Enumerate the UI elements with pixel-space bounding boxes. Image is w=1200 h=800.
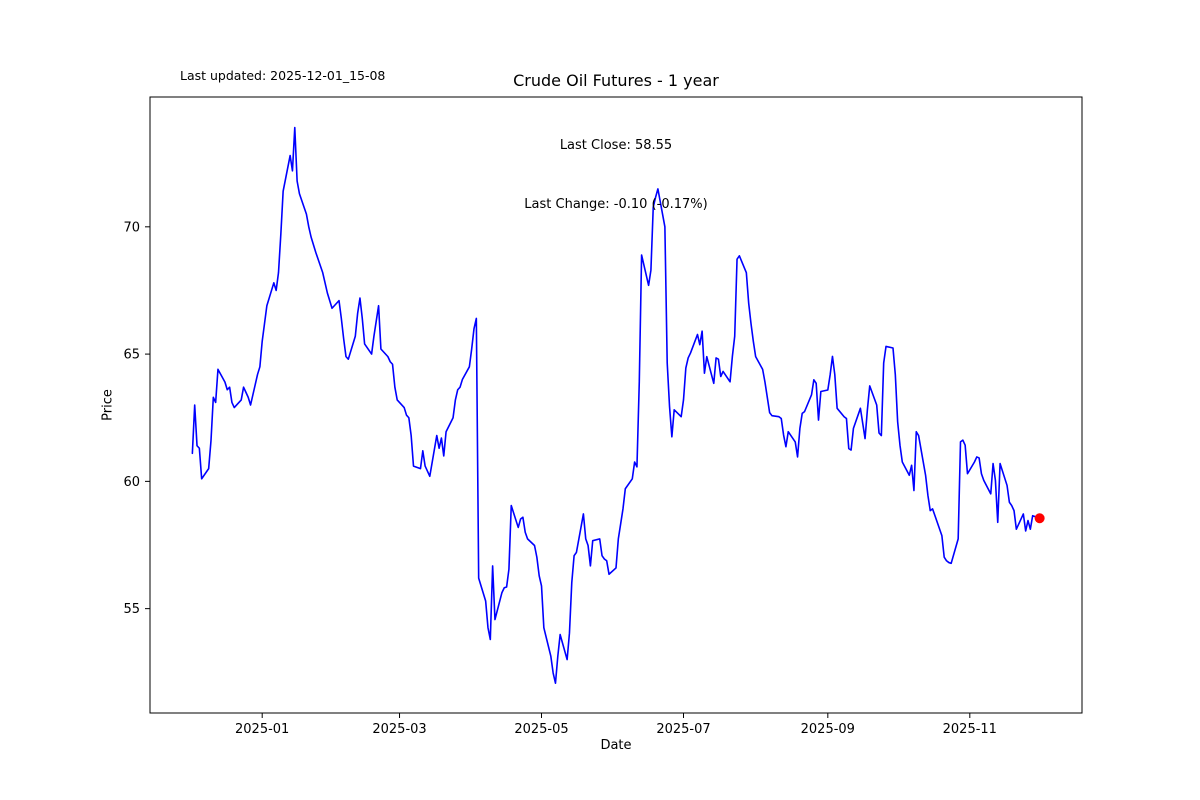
last-close-text: Last Close: 58.55 (559, 138, 673, 153)
x-axis-label: Date (600, 738, 632, 753)
x-axis-tick-label: 2025-05 (514, 722, 568, 737)
last-price-marker (1034, 513, 1045, 524)
price-line (191, 126, 1041, 685)
chart-title: Crude Oil Futures - 1 year (513, 71, 719, 90)
x-axis-tick-label: 2025-07 (656, 722, 710, 737)
last-change-text: Last Change: -0.10 (-0.17%) (524, 196, 708, 212)
plot-frame (149, 96, 1083, 714)
y-axis-tick-label: 55 (123, 602, 140, 617)
x-axis-tick-label: 2025-09 (801, 722, 855, 737)
chart-subtitle: Last Close: 58.55 Last Change: -0.10 (-0… (150, 97, 1082, 253)
y-axis-tick-label: 60 (123, 475, 140, 490)
y-axis-tick-label: 65 (123, 348, 140, 363)
x-axis-tick-label: 2025-01 (235, 722, 289, 737)
last-updated-text: Last updated: 2025-12-01_15-08 (180, 68, 386, 83)
x-axis-tick-label: 2025-11 (943, 722, 997, 737)
y-axis-label: Price (100, 389, 116, 421)
x-axis-tick-label: 2025-03 (372, 722, 426, 737)
y-axis-tick-label: 70 (123, 220, 140, 235)
